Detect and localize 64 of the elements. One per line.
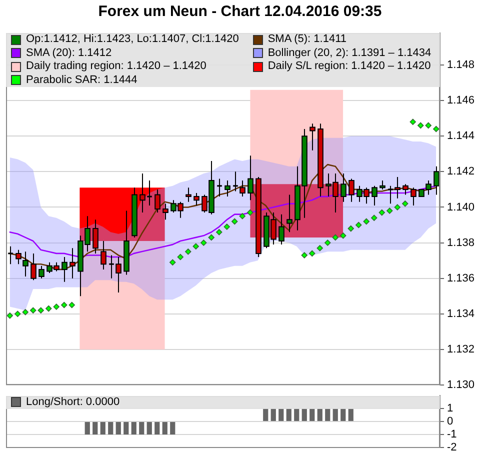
y-tick-label: 1.144: [447, 130, 475, 142]
point: [38, 307, 44, 314]
point: [378, 209, 385, 216]
point: [433, 126, 440, 132]
y-tick-label: 1.146: [447, 94, 475, 107]
legend-label: SMA (5): 1.1411: [268, 33, 346, 46]
point: [224, 224, 230, 230]
candlestick: [232, 171, 239, 192]
chart-title: Forex um Neun - Chart 12.04.2016 09:35: [97, 3, 383, 20]
point: [208, 234, 214, 241]
point: [316, 245, 323, 252]
point: [216, 229, 222, 236]
point: [371, 214, 378, 221]
legend-label: Daily trading region: 1.1420 – 1.1420: [26, 60, 206, 74]
point: [200, 240, 207, 246]
point: [394, 204, 400, 210]
point: [410, 118, 416, 125]
point: [61, 302, 68, 308]
y-tick-label: -1: [447, 428, 457, 440]
point: [425, 122, 432, 129]
y-tick-label: 1.142: [447, 166, 475, 178]
point: [418, 122, 424, 129]
y-tick-label: 1.132: [447, 343, 475, 356]
point: [170, 259, 176, 266]
point: [6, 312, 13, 319]
point: [402, 200, 408, 207]
point: [340, 232, 346, 239]
y-tick-label: 1.138: [447, 236, 475, 249]
point: [348, 225, 354, 232]
point: [386, 208, 393, 214]
point: [356, 222, 362, 228]
point: [68, 302, 75, 308]
point: [177, 254, 184, 260]
point: [14, 310, 21, 317]
point: [301, 252, 308, 258]
y-tick-label: 0: [447, 416, 454, 428]
y-tick-label: 1.130: [447, 379, 475, 392]
y-tick-label: -2: [447, 441, 457, 454]
legend-label: Bollinger (20, 2): 1.1391 – 1.1434: [268, 46, 432, 60]
y-tick-label: 1: [447, 402, 454, 415]
point: [185, 248, 192, 255]
point: [53, 304, 60, 310]
point: [332, 234, 338, 241]
y-tick-label: 1.136: [447, 272, 475, 284]
point: [363, 218, 370, 225]
legend-label: Parabolic SAR: 1.1444: [26, 74, 138, 87]
y-tick-label: 1.140: [447, 201, 475, 214]
legend-label: Daily S/L region: 1.1420 – 1.1420: [268, 60, 431, 74]
point: [324, 240, 331, 246]
point: [239, 213, 246, 220]
candlestick: [7, 246, 14, 265]
point: [22, 309, 28, 316]
point: [309, 250, 316, 257]
point: [247, 209, 254, 216]
legend-label: Op:1.1412, Hi:1.1423, Lo:1.1407, Cl:1.1420: [26, 33, 239, 46]
point: [232, 218, 238, 225]
point: [192, 243, 199, 250]
legend-label: Long/Short: 0.0000: [26, 396, 120, 410]
y-tick-label: 1.148: [447, 59, 475, 72]
candlestick: [216, 178, 223, 198]
y-tick-label: 1.134: [447, 308, 475, 320]
point: [46, 305, 52, 312]
legend-label: SMA (20): 1.1412: [26, 46, 112, 60]
point: [30, 307, 36, 314]
